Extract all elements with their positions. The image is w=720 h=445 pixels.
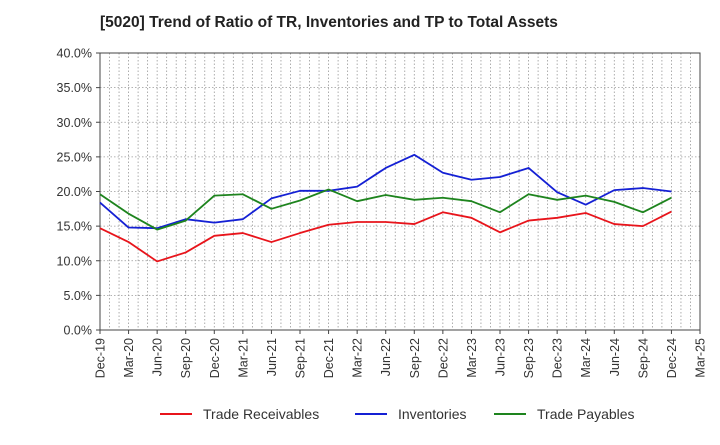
x-tick-label: Jun-20 [151,338,165,376]
x-tick-label: Jun-23 [494,338,508,376]
x-tick-label: Dec-21 [322,338,336,378]
x-tick-label: Sep-22 [408,338,422,378]
x-tick-label: Mar-20 [122,338,136,378]
x-tick-label: Mar-22 [351,338,365,378]
x-tick-label: Dec-22 [436,338,450,378]
x-tick-label: Sep-23 [522,338,536,378]
y-tick-label: 25.0% [57,150,92,164]
y-axis-ticks: 0.0% 5.0% 10.0% 15.0% 20.0% 25.0% 30.0% 35.0% 40… [57,47,100,338]
x-tick-label: Jun-22 [379,338,393,376]
x-tick-label: Mar-24 [579,338,593,378]
y-tick-label: 30.0% [57,116,92,130]
x-tick-label: Sep-24 [636,338,650,378]
x-tick-label: Jun-24 [608,338,622,376]
x-tick-label: Dec-24 [665,338,679,378]
y-tick-label: 40.0% [57,47,92,61]
series-line-trade-payables [99,188,672,231]
y-tick-label: 15.0% [57,220,92,234]
y-tick-label: 10.0% [57,254,92,268]
x-tick-label: Jun-21 [265,338,279,376]
y-tick-label: 5.0% [64,289,93,303]
y-tick-label: 20.0% [57,185,92,199]
legend: Trade Receivables Inventories Trade Payabl… [160,406,635,422]
x-tick-label: Mar-25 [694,338,708,378]
x-tick-label: Mar-21 [236,338,250,378]
y-tick-label: 0.0% [64,324,93,338]
legend-label-trade-receivables: Trade Receivables [203,406,319,422]
series-line-trade-receivables [99,210,672,263]
x-tick-label: Sep-20 [179,338,193,378]
series-lines [99,153,672,263]
x-tick-label: Dec-23 [551,338,565,378]
x-tick-label: Dec-19 [94,338,108,378]
legend-label-trade-payables: Trade Payables [537,406,635,422]
grid [100,53,700,330]
x-axis-ticks: Dec-19 Mar-20 Jun-20 Sep-20 Dec-20 Mar-21 Jun-… [94,330,708,378]
x-tick-label: Dec-20 [208,338,222,378]
series-line-inventories [99,153,672,230]
y-tick-label: 35.0% [57,81,92,95]
legend-label-inventories: Inventories [398,406,466,422]
chart-title: [5020] Trend of Ratio of TR, Inventories… [100,14,558,31]
x-tick-label: Mar-23 [465,338,479,378]
x-tick-label: Sep-21 [294,338,308,378]
